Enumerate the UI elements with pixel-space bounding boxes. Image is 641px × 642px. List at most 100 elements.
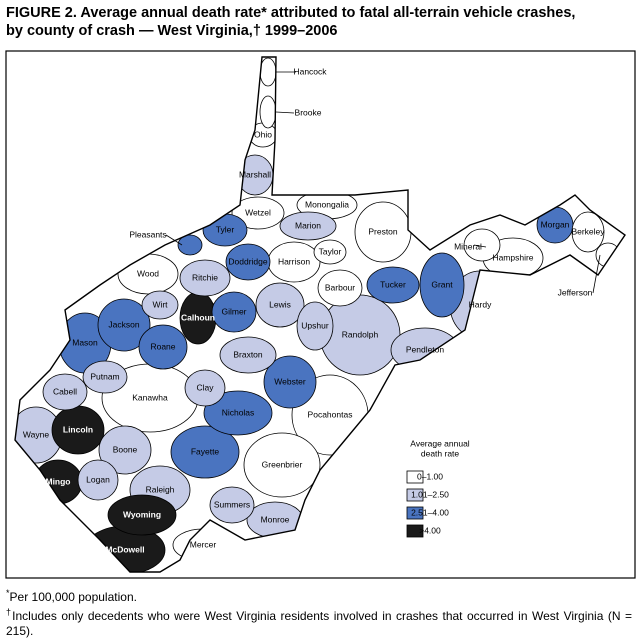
county (296, 301, 334, 351)
county-label: Hardy (469, 299, 492, 309)
county-label: Berkeley (571, 226, 605, 236)
county-label: Calhoun (181, 312, 215, 322)
county-label: Pendleton (406, 344, 445, 354)
map: Hancock Brooke Ohio Marshall Wetzel Monongali… (5, 50, 636, 579)
county-label: Harrison (278, 256, 310, 266)
county (259, 57, 277, 87)
county-label: Mingo (45, 476, 70, 486)
county-label: Ohio (254, 129, 272, 139)
title-line: FIGURE 2. Average annual death rate* att… (6, 5, 576, 21)
county-label: Morgan (541, 219, 570, 229)
county-label: Lincoln (63, 424, 93, 434)
county-label: Marion (295, 220, 321, 230)
county (243, 432, 321, 498)
county (42, 373, 88, 411)
county-label: Logan (86, 474, 110, 484)
county (107, 494, 177, 536)
county (179, 259, 231, 297)
county-label: Braxton (233, 349, 263, 359)
county (184, 369, 226, 407)
county (317, 269, 363, 307)
leader-arrow (592, 254, 601, 294)
county (259, 95, 277, 129)
county-label: Summers (214, 499, 250, 509)
county-label: McDowell (105, 544, 144, 554)
county (263, 355, 317, 409)
county (203, 390, 273, 436)
county (279, 211, 337, 241)
county-label: Upshur (301, 320, 329, 330)
county-label: Raleigh (146, 484, 175, 494)
county-label: Wirt (152, 299, 168, 309)
legend-label: >4.00 (419, 525, 441, 535)
county (225, 243, 271, 281)
county-label: Lewis (269, 299, 291, 309)
leader-arrow (165, 234, 183, 246)
county-label: Mineral (454, 241, 482, 251)
county-label: Wyoming (123, 509, 161, 519)
county-label: Grant (431, 279, 453, 289)
county (366, 266, 420, 304)
county-label: Boone (113, 444, 138, 454)
county-label: Monroe (261, 514, 290, 524)
county-label: Barbour (325, 282, 355, 292)
county (255, 282, 305, 328)
county (97, 298, 151, 352)
footnote-mark: † (6, 607, 13, 617)
county (82, 360, 128, 394)
county-label: Pocahontas (308, 409, 353, 419)
county-label: Tyler (216, 224, 235, 234)
footnotes: *Per 100,000 population. †Includes only d… (6, 586, 632, 639)
footnote-text: Includes only decedents who were West Vi… (6, 609, 632, 638)
county-label: Randolph (342, 329, 379, 339)
title-line: by county of crash — West Virginia,† 199… (6, 23, 338, 39)
footnote: †Includes only decedents who were West V… (6, 605, 632, 639)
county-label: Wood (137, 268, 159, 278)
county-label: Wetzel (245, 207, 271, 217)
county-label: Ritchie (192, 272, 218, 282)
leader-arrow (473, 244, 487, 248)
county-label: Putnam (90, 371, 119, 381)
figure-title: FIGURE 2. Average annual death rate* att… (6, 4, 575, 40)
county-label: Roane (150, 341, 175, 351)
legend-label: 2.51–4.00 (411, 507, 449, 517)
county-label: Kanawha (132, 392, 168, 402)
county-label: Mason (72, 337, 98, 347)
county-label: Hampshire (492, 252, 533, 262)
legend-swatch (406, 524, 424, 538)
county-label: Cabell (53, 386, 77, 396)
county-label: Jefferson (558, 287, 593, 297)
county-label: Greenbrier (262, 459, 303, 469)
legend-label: 0–1.00 (417, 471, 443, 481)
county (219, 336, 277, 374)
counties (15, 57, 621, 572)
county-label: Fayette (191, 446, 220, 456)
county (463, 228, 501, 262)
county-label: Mercer (190, 539, 217, 549)
county-label: Brooke (295, 107, 322, 117)
county (419, 252, 465, 318)
county (138, 324, 188, 370)
footnote-mark: * (6, 588, 10, 598)
county-label: Preston (368, 226, 398, 236)
county (170, 425, 240, 479)
county (571, 211, 605, 253)
county-label: Jackson (108, 319, 139, 329)
legend-label: 1.01–2.50 (411, 489, 449, 499)
footnote-text: Per 100,000 population. (9, 590, 137, 604)
county (313, 239, 347, 265)
county (209, 486, 255, 524)
county-label: Pleasants (129, 229, 166, 239)
legend-swatch (406, 488, 424, 502)
legend-swatch (406, 470, 424, 484)
county-labels: Hancock Brooke Ohio Marshall Wetzel Monongali… (23, 66, 605, 554)
legend-swatch (406, 506, 424, 520)
legend-title: death rate (421, 448, 460, 458)
county (231, 196, 285, 230)
county-label: Monongalia (305, 199, 349, 209)
county (98, 425, 152, 475)
county-label: Tucker (380, 279, 406, 289)
county-label: Gilmer (221, 306, 246, 316)
